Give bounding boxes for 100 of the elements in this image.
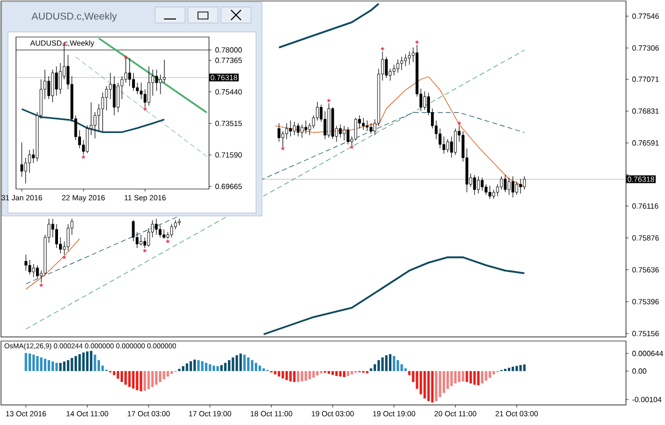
bar bbox=[250, 360, 254, 372]
bar bbox=[228, 360, 230, 372]
bar bbox=[28, 354, 31, 372]
bar bbox=[523, 364, 526, 372]
candlestick bbox=[158, 225, 162, 238]
bar bbox=[204, 362, 208, 372]
candlestick bbox=[136, 82, 139, 94]
bar bbox=[504, 368, 506, 372]
bar bbox=[484, 371, 488, 381]
candlestick bbox=[392, 64, 396, 76]
candlestick bbox=[423, 91, 426, 110]
bar bbox=[480, 371, 484, 384]
candlestick bbox=[384, 56, 388, 78]
bar bbox=[477, 371, 480, 386]
candlestick bbox=[342, 126, 346, 141]
bar bbox=[385, 355, 388, 372]
candlestick bbox=[404, 54, 407, 66]
bar bbox=[293, 371, 296, 382]
bar bbox=[350, 371, 354, 374]
candlestick bbox=[511, 176, 514, 198]
candlestick bbox=[140, 234, 142, 246]
bar bbox=[132, 371, 135, 389]
candlestick bbox=[438, 128, 442, 149]
bar bbox=[155, 371, 158, 385]
bar bbox=[262, 368, 265, 372]
bar bbox=[454, 371, 457, 384]
bar bbox=[90, 350, 92, 372]
bar bbox=[469, 371, 472, 384]
bar bbox=[512, 366, 514, 372]
candlestick bbox=[292, 122, 296, 136]
bar bbox=[170, 371, 173, 374]
bar bbox=[151, 371, 154, 387]
bar bbox=[258, 366, 262, 372]
bar bbox=[304, 371, 308, 381]
candlestick bbox=[522, 176, 526, 190]
bar bbox=[44, 358, 46, 372]
bar bbox=[78, 354, 81, 372]
point bbox=[81, 154, 86, 159]
candlestick bbox=[366, 120, 369, 132]
candlestick bbox=[442, 136, 446, 154]
candlestick bbox=[396, 59, 400, 74]
candlestick bbox=[36, 264, 39, 279]
candlestick bbox=[362, 118, 365, 130]
bar bbox=[515, 366, 518, 372]
bar bbox=[388, 354, 392, 372]
point bbox=[124, 55, 128, 60]
bar bbox=[427, 371, 430, 402]
candlestick bbox=[66, 224, 70, 251]
bar bbox=[462, 371, 464, 382]
candlestick bbox=[132, 220, 135, 242]
candlestick bbox=[370, 122, 372, 134]
candlestick bbox=[94, 112, 96, 139]
bar bbox=[239, 354, 242, 372]
bar bbox=[86, 351, 89, 372]
bar bbox=[377, 360, 380, 372]
candlestick bbox=[492, 189, 496, 200]
candlestick bbox=[24, 158, 28, 184]
bar bbox=[458, 371, 460, 382]
candlestick bbox=[519, 178, 522, 194]
bar bbox=[24, 353, 28, 372]
candlestick bbox=[304, 120, 308, 134]
bar bbox=[112, 371, 116, 376]
bar bbox=[147, 371, 150, 390]
chart-title: AUDUSD.c,Weekly bbox=[32, 12, 117, 22]
candlestick bbox=[147, 228, 150, 247]
candlestick bbox=[159, 74, 162, 94]
candlestick bbox=[132, 72, 135, 92]
candlestick bbox=[338, 124, 342, 138]
candlestick bbox=[155, 69, 158, 92]
point bbox=[457, 120, 462, 126]
bar bbox=[59, 362, 62, 372]
bar bbox=[124, 371, 127, 385]
bar bbox=[197, 360, 200, 372]
bar bbox=[40, 357, 42, 372]
bar bbox=[274, 371, 276, 374]
bar bbox=[182, 366, 184, 372]
bar bbox=[94, 354, 96, 372]
candlestick bbox=[32, 264, 35, 278]
point bbox=[380, 46, 385, 51]
candlestick bbox=[116, 82, 120, 112]
bar bbox=[201, 361, 204, 372]
bar bbox=[190, 361, 192, 372]
line-series bbox=[262, 256, 526, 336]
line-series bbox=[26, 238, 80, 290]
candlestick bbox=[154, 218, 158, 236]
bar bbox=[55, 362, 58, 372]
bar bbox=[434, 371, 438, 402]
bar bbox=[308, 371, 311, 380]
candlestick bbox=[51, 69, 54, 103]
bar bbox=[331, 371, 334, 375]
candlestick bbox=[446, 138, 450, 153]
bar bbox=[316, 371, 319, 376]
candlestick bbox=[484, 184, 488, 196]
bar bbox=[342, 371, 346, 378]
candlestick bbox=[408, 51, 411, 66]
candlestick bbox=[86, 124, 89, 154]
candlestick bbox=[354, 118, 358, 141]
bar bbox=[396, 360, 400, 372]
candlestick bbox=[55, 224, 58, 248]
candlestick bbox=[500, 176, 503, 190]
